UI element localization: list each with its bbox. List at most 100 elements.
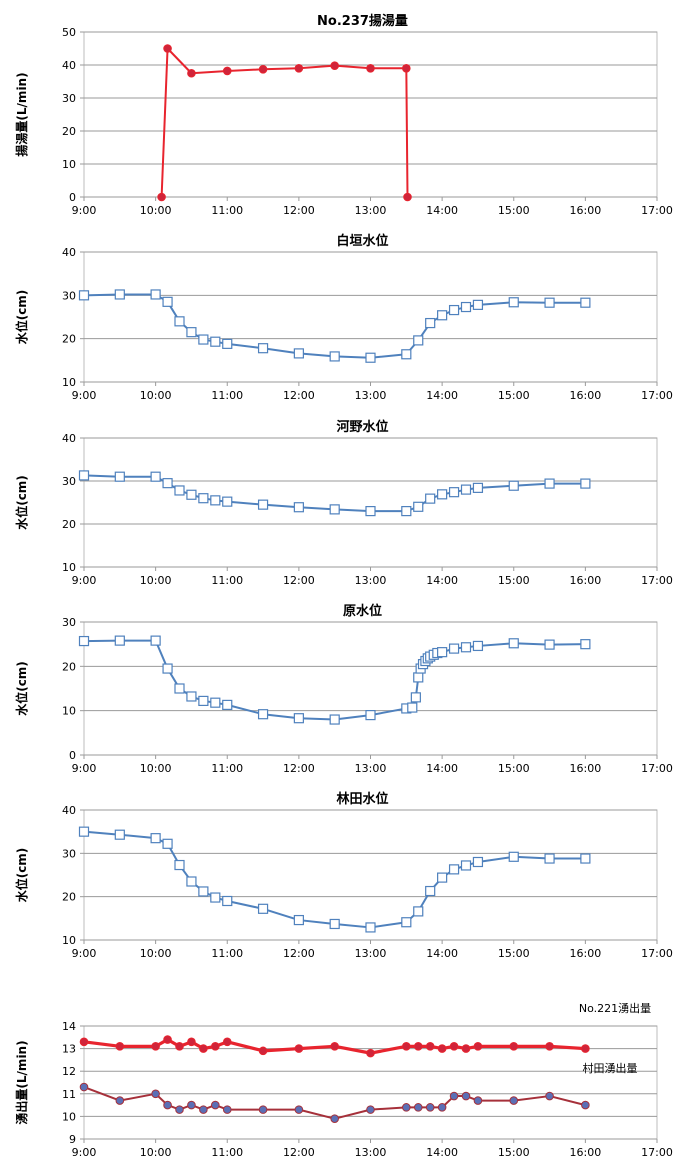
data-point	[199, 1044, 208, 1053]
y-tick-label: 20	[62, 125, 76, 138]
data-point	[365, 709, 376, 721]
x-tick-label: 16:00	[570, 204, 602, 217]
data-point	[472, 856, 484, 868]
x-tick-label: 14:00	[426, 1146, 458, 1159]
y-tick-label: 0	[69, 749, 76, 762]
chart-panel-1: 0 10 20 30 40 50 9:00 10:00 11:00 12:00 13:00 14:00…	[14, 13, 673, 217]
plot-frame	[83, 809, 658, 941]
y-axis-label: 水位(cm)	[14, 848, 29, 903]
data-point	[211, 1100, 220, 1110]
data-point	[198, 886, 209, 897]
data-point	[508, 480, 519, 491]
x-tick-label: 11:00	[211, 947, 243, 960]
data-point	[293, 502, 304, 513]
y-tick-label: 20	[62, 333, 76, 346]
data-point	[199, 1105, 208, 1114]
data-point	[222, 338, 233, 349]
data-point	[545, 1091, 554, 1101]
x-tick-label: 17:00	[641, 389, 673, 402]
data-point	[580, 853, 591, 864]
x-tick-label: 12:00	[283, 1146, 315, 1159]
y-tick-label: 30	[62, 616, 76, 629]
x-tick-label: 13:00	[355, 574, 387, 587]
data-point	[210, 697, 221, 708]
data-point	[150, 635, 161, 646]
data-point	[150, 471, 161, 482]
plot-frame	[83, 31, 658, 198]
data-point	[329, 714, 340, 725]
chart-title: 白垣水位	[336, 233, 388, 249]
data-point	[544, 297, 555, 308]
data-point	[580, 478, 591, 489]
x-tick-label: 9:00	[72, 762, 97, 775]
data-point	[366, 64, 375, 73]
x-tick-label: 10:00	[140, 204, 172, 217]
series-label: No.221湧出量	[579, 1001, 651, 1015]
x-tick-label: 12:00	[283, 762, 315, 775]
y-tick-label: 0	[69, 191, 76, 204]
y-tick-label: 30	[62, 847, 76, 860]
data-point	[186, 691, 197, 702]
data-point	[330, 61, 339, 70]
y-tick-label: 10	[62, 1110, 76, 1123]
data-point	[78, 826, 90, 837]
x-tick-label: 13:00	[355, 389, 387, 402]
data-point	[293, 713, 304, 724]
data-point	[78, 470, 90, 481]
data-point	[294, 64, 304, 73]
data-point	[472, 299, 484, 310]
data-point	[330, 1114, 339, 1123]
data-point	[150, 289, 161, 300]
x-tick-label: 12:00	[283, 204, 315, 217]
data-point	[437, 489, 448, 500]
data-point	[222, 699, 233, 711]
x-tick-label: 17:00	[641, 762, 673, 775]
data-point	[437, 310, 448, 321]
data-point	[175, 1105, 184, 1114]
data-point	[401, 506, 412, 517]
x-tick-label: 12:00	[283, 947, 315, 960]
data-point	[79, 1082, 89, 1092]
data-point	[222, 895, 233, 907]
data-point	[425, 1042, 435, 1051]
data-point	[425, 1103, 435, 1112]
data-point	[258, 64, 268, 74]
x-tick-label: 16:00	[570, 389, 602, 402]
data-point	[449, 1091, 459, 1101]
x-tick-label: 12:00	[283, 574, 315, 587]
x-tick-label: 15:00	[498, 389, 530, 402]
data-point	[509, 1096, 519, 1105]
data-point	[150, 833, 161, 844]
y-axis-label: 水位(cm)	[14, 475, 29, 530]
data-point	[473, 1096, 483, 1105]
chart-title: 河野水位	[336, 419, 388, 435]
data-point	[473, 1042, 483, 1051]
data-point	[365, 352, 376, 363]
data-point	[211, 1042, 220, 1051]
data-point	[413, 1103, 423, 1112]
x-tick-label: 11:00	[211, 204, 243, 217]
data-point	[294, 1044, 304, 1053]
data-point	[79, 1037, 89, 1047]
chart-title: 原水位	[343, 603, 382, 619]
data-point	[330, 1042, 339, 1051]
x-tick-label: 14:00	[426, 204, 458, 217]
data-point	[544, 639, 555, 650]
x-tick-label: 13:00	[355, 762, 387, 775]
data-point	[413, 906, 424, 917]
y-tick-label: 10	[62, 934, 76, 947]
x-tick-label: 11:00	[211, 1146, 243, 1159]
x-tick-label: 14:00	[426, 389, 458, 402]
y-tick-label: 11	[62, 1088, 76, 1101]
data-point	[460, 860, 472, 871]
x-tick-label: 17:00	[641, 204, 673, 217]
y-tick-label: 40	[62, 432, 76, 445]
data-point	[186, 876, 197, 887]
data-point	[329, 351, 340, 362]
data-point	[402, 1103, 411, 1112]
data-point	[174, 859, 185, 871]
data-point	[257, 709, 269, 720]
data-point	[460, 301, 472, 313]
data-point	[407, 702, 418, 713]
data-point	[448, 864, 460, 875]
